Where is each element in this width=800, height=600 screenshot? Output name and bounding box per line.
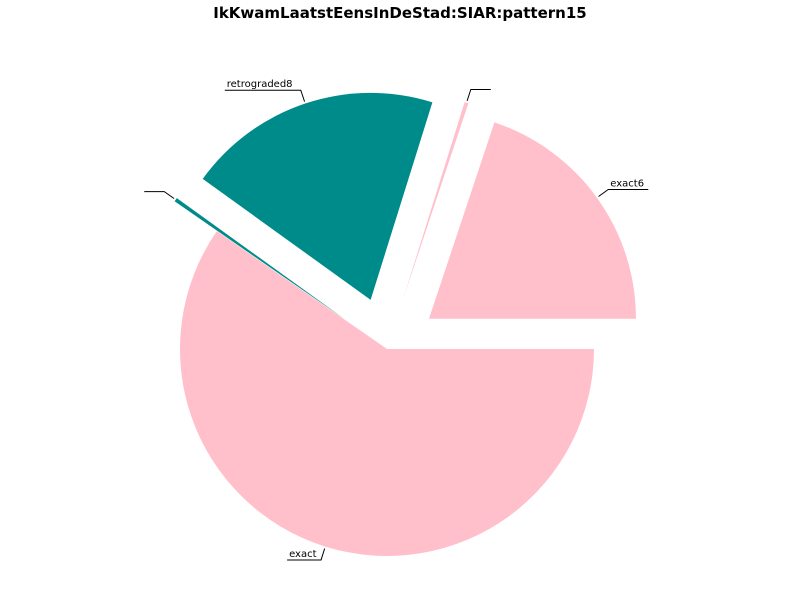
leader-line — [144, 191, 175, 199]
slice-label: retrograded8 — [227, 79, 293, 90]
pie-slice — [174, 198, 345, 320]
chart-title: IkKwamLaatstEensInDeStad:SIAR:pattern15 — [213, 4, 587, 22]
leader-line — [598, 189, 649, 197]
slice-label: exact — [289, 549, 317, 560]
leader-line — [466, 88, 491, 102]
pie-slice — [180, 231, 595, 556]
leader-line — [287, 548, 326, 561]
pie-slice — [402, 102, 469, 300]
slice-label: exact6 — [610, 179, 644, 190]
pie-slice — [428, 122, 636, 319]
leader-line — [224, 89, 306, 102]
pie-slice — [202, 92, 433, 300]
